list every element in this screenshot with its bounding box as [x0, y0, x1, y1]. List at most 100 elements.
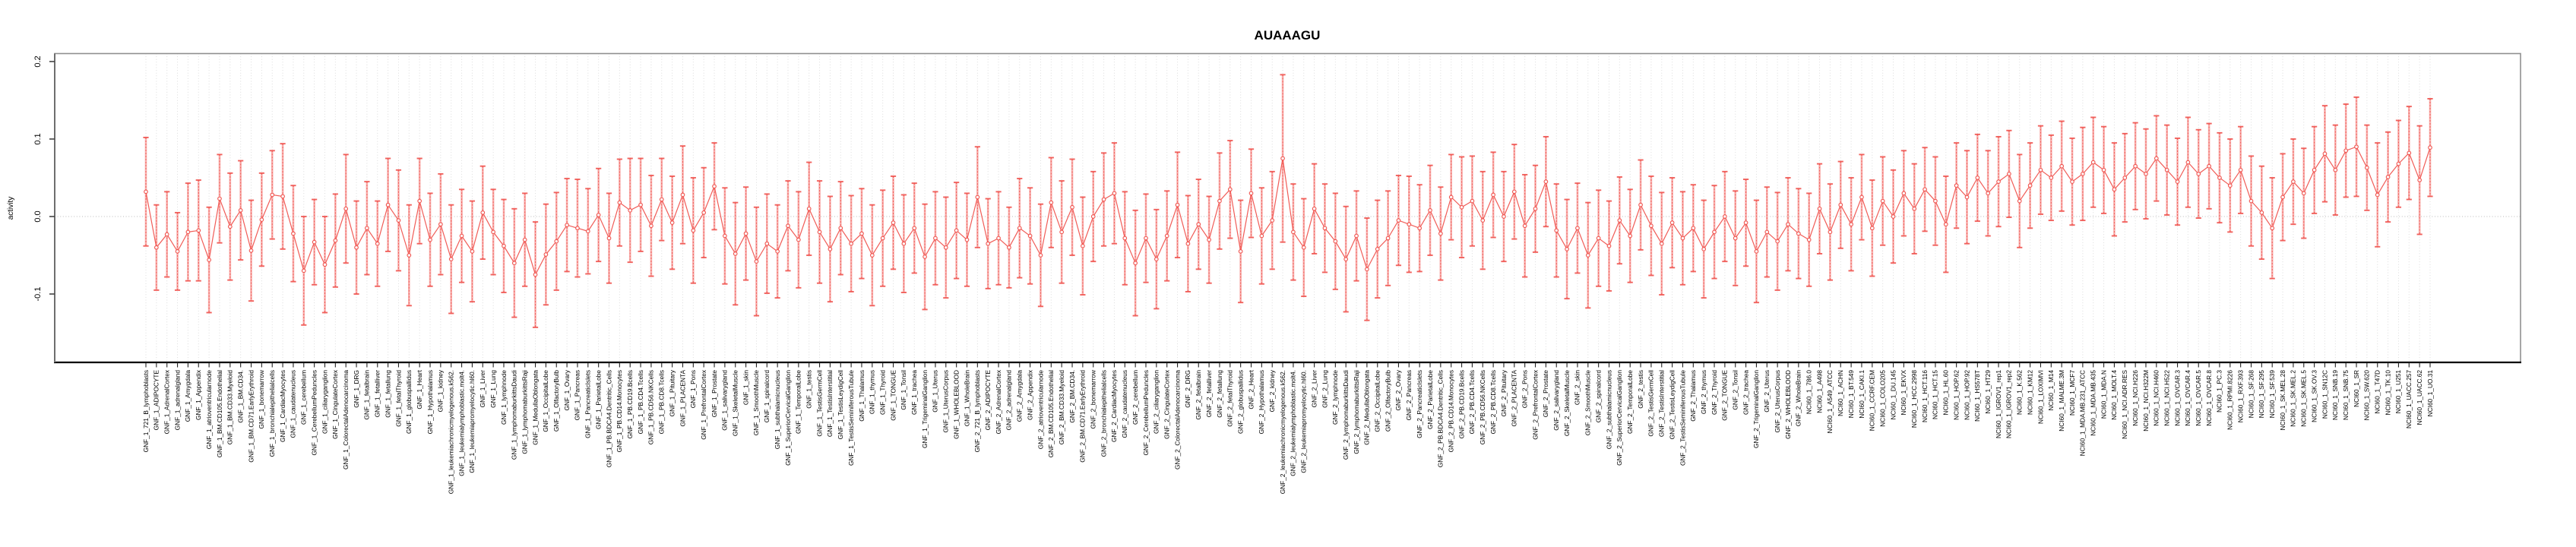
x-axis-label: GNF_1_ciliaryganglion — [321, 370, 328, 434]
data-point-marker — [1154, 257, 1159, 261]
x-axis-label: GNF_1_DRG — [353, 370, 360, 408]
data-point-marker — [701, 210, 707, 215]
data-point-marker — [196, 228, 201, 233]
x-axis-label: NCI60_1_NCI.ADR.RES — [2121, 370, 2128, 439]
data-point-marker — [2343, 148, 2349, 153]
plot-box — [54, 52, 2521, 364]
data-point-marker — [385, 202, 391, 207]
data-point-marker — [2027, 183, 2033, 188]
data-point-marker — [596, 213, 601, 217]
data-point-marker — [1175, 202, 1180, 207]
x-axis-label: NCI60_1_786.0 — [1805, 370, 1813, 415]
x-axis-label: NCI60_1_LOXIMVI — [2036, 370, 2044, 424]
x-axis-label: NCI60_1_M14 — [2047, 370, 2055, 411]
data-point-marker — [1933, 198, 1938, 204]
x-axis-label: GNF_1_Pancreas — [574, 370, 581, 420]
x-axis-label: NCI60_1_ACHN — [1837, 370, 1844, 416]
x-axis-label: GNF_1_OlfactoryBulb — [552, 370, 560, 432]
x-axis-label: GNF_1_bronchialepithelialcells — [268, 370, 276, 457]
x-axis-label: GNF_2_PrefrontalCortex — [1531, 369, 1539, 440]
data-point-marker — [1322, 226, 1328, 231]
x-axis-label: GNF_2_BM.CD105.Endothelial — [1047, 370, 1055, 457]
x-axis-label: GNF_2_TestisSeminiferousTubule — [1679, 370, 1686, 466]
data-point-marker — [2291, 179, 2296, 184]
data-point-marker — [217, 196, 222, 201]
data-point-marker — [1470, 198, 1475, 204]
x-axis-label: GNF_1_Pons — [689, 370, 697, 408]
data-point-marker — [964, 237, 970, 242]
x-axis-label: GNF_2_SmoothMuscle — [1584, 370, 1592, 436]
data-point-marker — [1133, 261, 1138, 266]
x-axis-label: NCI60_1_IGROV1_rep2 — [2005, 370, 2013, 438]
data-point-marker — [1122, 236, 1128, 241]
x-axis-label: GNF_2_Heart — [1247, 369, 1255, 409]
x-axis-label: GNF_2_Hypothalamus — [1258, 370, 1265, 434]
x-axis-label: GNF_1_PrefrontalCortex — [700, 369, 707, 440]
x-axis-label: NCI60_1_T47D — [2374, 370, 2381, 414]
x-axis-label: GNF_2_ColorectalAdenocarcinoma — [1173, 370, 1181, 470]
x-axis-label: GNF_2_skin — [1574, 370, 1581, 405]
data-point-marker — [712, 184, 717, 189]
data-point-marker — [1943, 222, 1948, 227]
y-axis-label: activity — [7, 197, 15, 220]
x-axis-label: GNF_1_CingulateCortex — [331, 369, 339, 439]
data-point-marker — [2322, 151, 2328, 157]
x-axis-label: NCI60_1_A498 — [1815, 370, 1823, 413]
data-point-marker — [2227, 183, 2233, 188]
data-point-marker — [1291, 229, 1296, 235]
x-axis-label: GNF_1_Prostate — [710, 370, 718, 418]
x-axis-label: GNF_2_OlfactoryBulb — [1384, 370, 1391, 432]
data-point-marker — [1617, 218, 1622, 223]
x-axis-label: GNF_1_WHOLEBLOOD — [952, 370, 960, 439]
data-point-marker — [1144, 236, 1148, 241]
x-axis-label: GNF_1_lymphomaburkittsRaji — [521, 370, 528, 454]
x-axis-label: GNF_1_globuspallidus — [405, 370, 413, 434]
data-point-marker — [901, 241, 907, 246]
data-point-marker — [154, 245, 159, 250]
x-axis-label: GNF_2_cerebellum — [1131, 370, 1139, 425]
data-point-marker — [754, 259, 759, 264]
data-point-marker — [1312, 206, 1317, 211]
data-point-marker — [1164, 233, 1169, 239]
x-axis-label: NCI60_1_SNB.19 — [2331, 370, 2339, 420]
series-line — [145, 146, 2431, 277]
data-point-marker — [259, 217, 264, 222]
x-axis-label: NCI60_1_SF.268 — [2247, 370, 2255, 419]
x-axis-label: NCI60_1_HS578T — [1973, 370, 1981, 422]
data-point-marker — [1027, 233, 1033, 239]
x-axis-label: GNF_1_fetalThyroid — [394, 370, 402, 427]
data-point-marker — [565, 223, 569, 228]
data-point-marker — [1459, 204, 1464, 210]
x-axis-label: GNF_1_fetallung — [384, 370, 391, 418]
data-point-marker — [1869, 226, 1875, 231]
x-axis-label: NCI60_1_HCT.15 — [1932, 370, 1939, 419]
data-point-marker — [2090, 160, 2096, 165]
x-axis-label: GNF_1_BM.CD33.Myeloid — [226, 370, 234, 445]
data-point-marker — [343, 206, 349, 211]
x-axis-label: GNF_2_Liver — [1310, 370, 1318, 408]
data-point-marker — [2248, 198, 2254, 204]
data-point-marker — [1207, 237, 1211, 242]
x-axis-label: GNF_1_testis — [805, 370, 813, 409]
data-point-marker — [1817, 206, 1822, 211]
data-point-marker — [869, 253, 875, 258]
x-axis-label: GNF_1_WholeBrain — [963, 370, 970, 427]
x-axis-label: GNF_2_spinalcord — [1594, 370, 1602, 423]
x-axis-label: GNF_2_kidney — [1268, 369, 1276, 412]
data-point-marker — [1986, 191, 1991, 196]
data-point-marker — [743, 231, 748, 236]
data-point-marker — [1638, 202, 1643, 207]
x-axis-label: GNF_1_Thalamus — [858, 370, 866, 422]
x-axis-label: NCI60_1_KM12 — [2026, 370, 2033, 415]
x-axis-label: GNF_1_leukemialymphoblastic.molt4. — [457, 370, 465, 476]
x-axis-label: GNF_1_Uterus — [932, 370, 939, 413]
data-point-marker — [2164, 167, 2169, 172]
x-axis-label: GNF_1_thymus — [869, 370, 876, 414]
x-axis-label: GNF_2_ciliaryganglion — [1153, 370, 1160, 434]
data-point-marker — [301, 268, 306, 274]
x-axis-label: GNF_1_TemporalLobe — [795, 370, 802, 434]
data-point-marker — [1522, 223, 1527, 229]
data-point-marker — [954, 228, 959, 233]
